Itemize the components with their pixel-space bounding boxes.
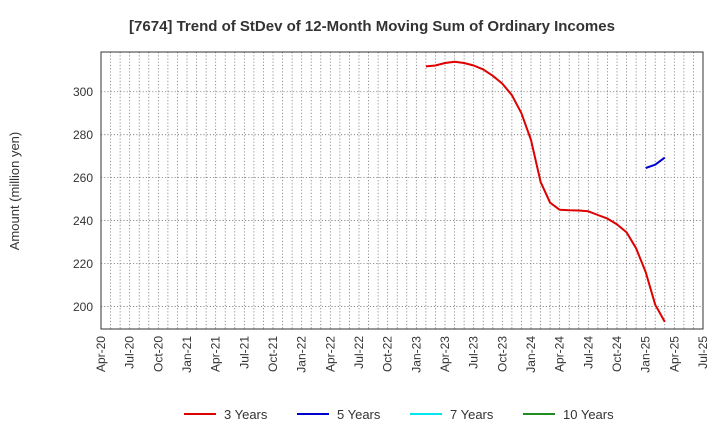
x-tick-label: Apr-25 xyxy=(667,336,681,372)
x-tick-label: Jul-22 xyxy=(352,336,366,369)
legend-label: 5 Years xyxy=(337,407,381,422)
series-lines xyxy=(425,60,666,323)
y-tick-label: 220 xyxy=(73,257,93,271)
x-tick-label: Oct-22 xyxy=(381,336,395,372)
x-tick-label: Jul-21 xyxy=(237,336,251,369)
x-tick-label: Jul-20 xyxy=(123,336,137,369)
x-tick-label: Apr-21 xyxy=(209,336,223,372)
y-tick-label: 200 xyxy=(73,300,93,314)
y-tick-label: 260 xyxy=(73,171,93,185)
legend-label: 3 Years xyxy=(224,407,268,422)
gridlines xyxy=(101,52,703,329)
x-tick-label: Oct-23 xyxy=(495,336,509,372)
x-tick-label: Jul-23 xyxy=(467,336,481,369)
x-tick-label: Oct-20 xyxy=(151,336,165,372)
x-tick-label: Jan-21 xyxy=(180,336,194,373)
series-line-5-years xyxy=(645,156,666,169)
series-line-3-years xyxy=(425,60,666,323)
y-tick-labels: 200 220 240 260 280 300 xyxy=(73,85,93,314)
y-axis-label: Amount (million yen) xyxy=(7,132,22,251)
x-tick-label: Oct-24 xyxy=(610,336,624,372)
x-tick-label: Jan-22 xyxy=(295,336,309,373)
y-tick-label: 240 xyxy=(73,214,93,228)
x-tick-labels: Apr-20 Jul-20 Oct-20 Jan-21 Apr-21 Jul-21 Oct-… xyxy=(94,336,710,373)
legend-label: 10 Years xyxy=(563,407,614,422)
y-tick-label: 300 xyxy=(73,85,93,99)
chart-title: [7674] Trend of StDev of 12-Month Moving… xyxy=(129,18,615,35)
x-tick-label: Jan-24 xyxy=(524,336,538,373)
x-tick-label: Apr-20 xyxy=(94,336,108,372)
legend: 3 Years 5 Years 7 Years 10 Years xyxy=(184,407,614,422)
x-tick-label: Jul-24 xyxy=(581,336,595,369)
x-tick-label: Apr-22 xyxy=(323,336,337,372)
x-tick-label: Oct-21 xyxy=(266,336,280,372)
y-tick-label: 280 xyxy=(73,128,93,142)
x-tick-label: Jan-25 xyxy=(639,336,653,373)
plot-frame xyxy=(100,51,704,330)
x-tick-label: Jul-25 xyxy=(696,336,710,369)
x-tick-label: Apr-23 xyxy=(438,336,452,372)
x-tick-label: Jan-23 xyxy=(409,336,423,373)
x-tick-label: Apr-24 xyxy=(553,336,567,372)
legend-label: 7 Years xyxy=(450,407,494,422)
